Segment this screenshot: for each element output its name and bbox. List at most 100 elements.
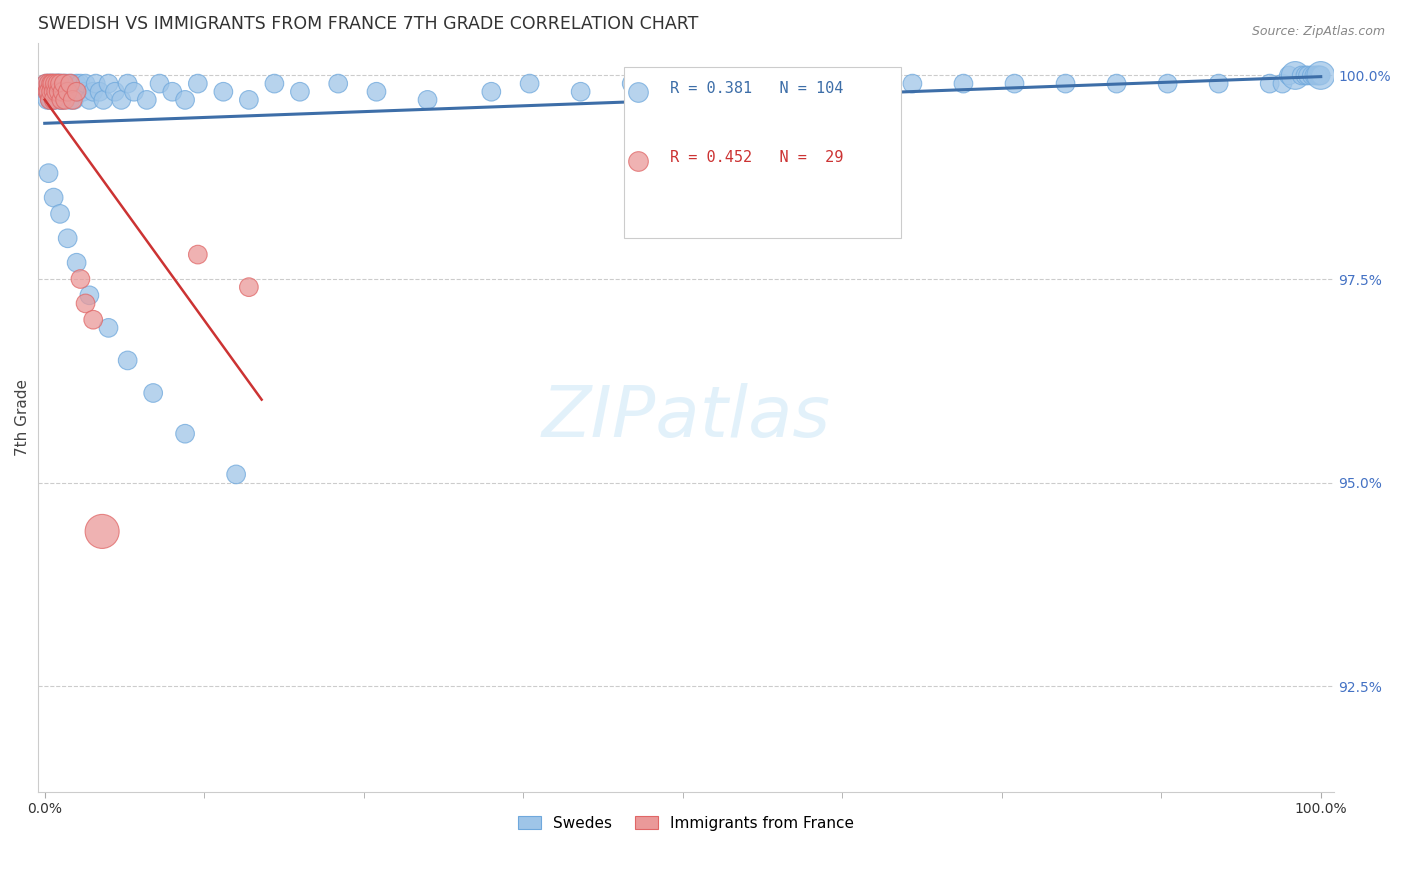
Point (63, 93, 86, 107)
Point (44, 85, 66, 99)
Point (53, 93, 76, 107)
Point (174, 426, 197, 441)
Point (187, 77, 209, 91)
Point (48, 77, 70, 91)
Point (69, 77, 91, 91)
Point (42, 191, 65, 205)
Point (366, 85, 388, 99)
Point (38, 85, 60, 99)
Point (59, 77, 82, 91)
Point (84, 77, 107, 91)
Point (1291, 69, 1313, 83)
Point (75, 296, 97, 310)
Point (37, 85, 59, 99)
Point (89, 85, 111, 99)
Point (56, 85, 79, 99)
Point (75, 77, 97, 91)
Point (1309, 69, 1331, 83)
Point (1303, 69, 1326, 83)
Point (627, 153, 650, 168)
Point (148, 77, 170, 91)
Point (901, 77, 924, 91)
Point (1309, 69, 1331, 83)
Point (49, 207, 72, 221)
Point (1156, 77, 1178, 91)
Point (1004, 77, 1026, 91)
Point (46, 77, 69, 91)
Point (238, 280, 260, 294)
Point (91, 524, 114, 539)
Point (51, 93, 73, 107)
Legend: Swedes, Immigrants from France: Swedes, Immigrants from France (512, 809, 860, 837)
Point (620, 77, 643, 91)
Point (659, 85, 682, 99)
Point (38, 85, 60, 99)
Point (97, 321, 120, 335)
Point (42, 77, 65, 91)
Point (79, 93, 101, 107)
Point (142, 386, 165, 401)
Point (65, 256, 87, 270)
Point (39, 85, 62, 99)
Point (1308, 69, 1330, 83)
Point (44, 93, 66, 107)
Point (58, 85, 80, 99)
Point (117, 77, 139, 91)
Point (65, 77, 87, 91)
Point (697, 77, 720, 91)
Point (45, 85, 67, 99)
Point (1271, 77, 1294, 91)
Point (42, 93, 65, 107)
Point (52, 85, 75, 99)
Point (52, 85, 75, 99)
Point (110, 93, 132, 107)
Point (62, 93, 84, 107)
Point (416, 93, 439, 107)
Point (1296, 69, 1319, 83)
Point (952, 77, 974, 91)
Point (38, 77, 60, 91)
Point (263, 77, 285, 91)
Y-axis label: 7th Grade: 7th Grade (15, 379, 30, 456)
Point (1105, 77, 1128, 91)
Point (48, 85, 70, 99)
Text: R = 0.452   N =  29: R = 0.452 N = 29 (671, 151, 844, 165)
Point (41, 77, 63, 91)
Point (238, 93, 260, 107)
Point (37, 85, 59, 99)
Point (799, 77, 821, 91)
Point (38, 93, 60, 107)
Point (225, 467, 247, 482)
Text: SWEDISH VS IMMIGRANTS FROM FRANCE 7TH GRADE CORRELATION CHART: SWEDISH VS IMMIGRANTS FROM FRANCE 7TH GR… (38, 15, 699, 33)
Point (162, 85, 184, 99)
Point (187, 247, 209, 261)
Text: R = 0.381   N = 104: R = 0.381 N = 104 (671, 81, 844, 96)
Point (328, 77, 350, 91)
Point (135, 93, 157, 107)
Point (51, 85, 73, 99)
Point (37, 93, 59, 107)
Point (79, 288, 101, 302)
Point (51, 93, 73, 107)
Point (41, 85, 63, 99)
Point (52, 77, 75, 91)
Point (288, 85, 311, 99)
Point (42, 93, 65, 107)
Point (174, 93, 197, 107)
Point (45, 85, 67, 99)
Point (627, 85, 650, 99)
Point (93, 93, 115, 107)
Point (49, 93, 72, 107)
Point (569, 85, 592, 99)
Point (45, 77, 67, 91)
Point (104, 85, 127, 99)
Point (39, 77, 62, 91)
Point (82, 312, 104, 326)
Point (1294, 69, 1316, 83)
Point (212, 85, 235, 99)
Point (38, 93, 60, 107)
Point (122, 85, 145, 99)
Point (748, 85, 770, 99)
Point (52, 77, 75, 91)
Point (82, 85, 104, 99)
